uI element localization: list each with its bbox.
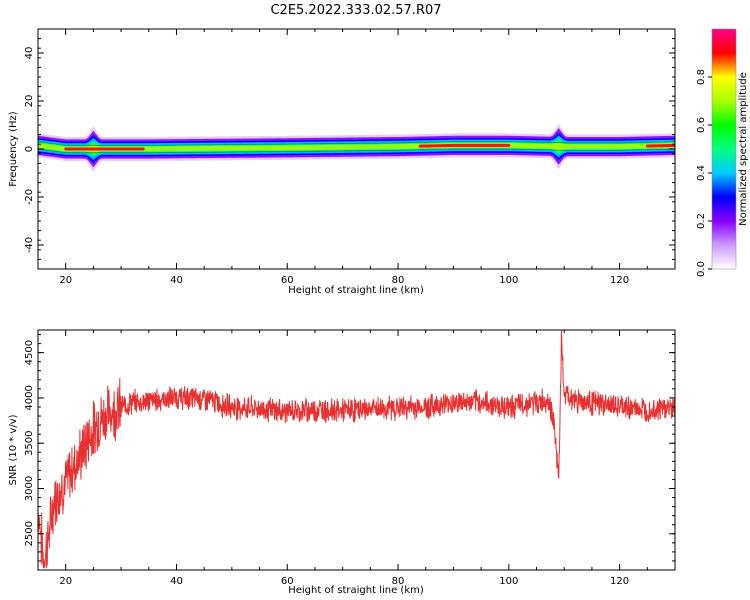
colorbar-gradient bbox=[712, 29, 736, 269]
colorbar: 0.0 0.2 0.4 0.6 0.8 Normalized spectral ampl… bbox=[696, 28, 749, 277]
snr-xtick-label: 80 bbox=[392, 576, 405, 587]
spectrogram-xtick-label: 80 bbox=[392, 275, 405, 286]
spectrogram-xtick-label: 60 bbox=[281, 275, 294, 286]
band-edge bbox=[38, 148, 675, 154]
snr-xtick-label: 60 bbox=[281, 576, 294, 587]
snr-ylabel: SNR (10 * v/v) bbox=[8, 414, 19, 485]
spectral-band bbox=[38, 123, 675, 172]
band-edge bbox=[38, 141, 675, 146]
colorbar-tick-label: 0.2 bbox=[696, 213, 707, 229]
snr-y-axis: 2500 3000 3500 4000 4500 bbox=[24, 334, 675, 571]
snr-x-axis: 20 40 60 80 100 120 bbox=[37, 330, 676, 587]
colorbar-frame bbox=[711, 28, 737, 270]
spectrogram-x-axis: 20 40 60 80 100 120 bbox=[37, 29, 676, 286]
snr-ytick-label: 3500 bbox=[24, 430, 35, 455]
snr-xtick-label: 40 bbox=[170, 576, 183, 587]
spectrogram-xtick-label: 120 bbox=[610, 275, 629, 286]
spectrogram-ytick-label: -40 bbox=[24, 237, 35, 253]
snr-frame bbox=[37, 329, 676, 571]
snr-ytick-label: 4500 bbox=[24, 340, 35, 365]
colorbar-tick-label: 0.8 bbox=[696, 69, 707, 85]
spectrogram-ytick-label: 40 bbox=[24, 47, 35, 60]
colorbar-ticks: 0.0 0.2 0.4 0.6 0.8 bbox=[696, 69, 712, 277]
snr-ytick-label: 2500 bbox=[24, 521, 35, 546]
snr-xtick-label: 120 bbox=[610, 576, 629, 587]
band-peak bbox=[645, 143, 675, 148]
colorbar-tick-label: 0.4 bbox=[696, 165, 707, 181]
snr-xlabel: Height of straight line (km) bbox=[288, 585, 424, 596]
snr-xtick-label: 100 bbox=[499, 576, 518, 587]
snr-ytick-label: 3000 bbox=[24, 476, 35, 501]
snr-xtick-label: 20 bbox=[59, 576, 72, 587]
figure-title: C2E5.2022.333.02.57.R07 bbox=[270, 3, 441, 18]
spectrogram-ylabel: Frequency (Hz) bbox=[8, 111, 19, 187]
snr-series-line bbox=[38, 330, 675, 569]
spectrogram-ytick-label: 20 bbox=[24, 95, 35, 108]
snr-ytick-label: 4000 bbox=[24, 385, 35, 410]
band-layer bbox=[38, 141, 675, 154]
spectrogram-y-axis: 40 20 0 -20 -40 bbox=[24, 28, 675, 270]
spectrogram-ytick-label: 0 bbox=[24, 146, 35, 152]
colorbar-tick-label: 0.6 bbox=[696, 117, 707, 133]
spectrogram-panel: 20 40 60 80 100 120 40 20 0 -20 -40 Height of str… bbox=[8, 28, 676, 296]
snr-panel: 20 40 60 80 100 120 2500 3000 3500 4000 4500 Heig… bbox=[8, 329, 676, 596]
spectrogram-xlabel: Height of straight line (km) bbox=[288, 285, 424, 296]
band-peak bbox=[418, 143, 511, 148]
spectrogram-xtick-label: 20 bbox=[59, 275, 72, 286]
spectrogram-xtick-label: 100 bbox=[499, 275, 518, 286]
spectrogram-xtick-label: 40 bbox=[170, 275, 183, 286]
spectrogram-ytick-label: -20 bbox=[24, 189, 35, 205]
colorbar-label: Normalized spectral amplitude bbox=[738, 72, 749, 226]
colorbar-tick-label: 0.0 bbox=[696, 261, 707, 277]
